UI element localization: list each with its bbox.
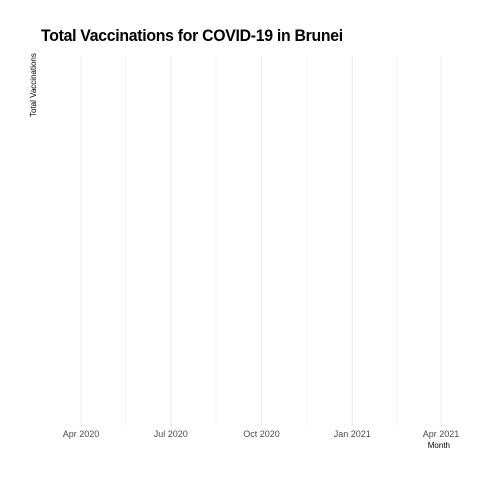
y-axis-title: Total Vaccinations: [29, 53, 38, 117]
x-tick-label: Apr 2021: [423, 429, 460, 439]
x-axis-title: Month: [428, 441, 450, 450]
minor-gridlines: [125, 56, 397, 426]
chart-title: Total Vaccinations for COVID-19 in Brune…: [41, 26, 343, 45]
x-tick-label: Apr 2020: [63, 429, 100, 439]
x-axis-tick-labels: Apr 2020 Jul 2020 Oct 2020 Jan 2021 Apr 2021: [63, 429, 460, 439]
x-tick-label: Jan 2021: [334, 429, 371, 439]
major-gridlines: [80, 56, 442, 426]
x-tick-label: Jul 2020: [154, 429, 188, 439]
x-tick-label: Oct 2020: [243, 429, 280, 439]
